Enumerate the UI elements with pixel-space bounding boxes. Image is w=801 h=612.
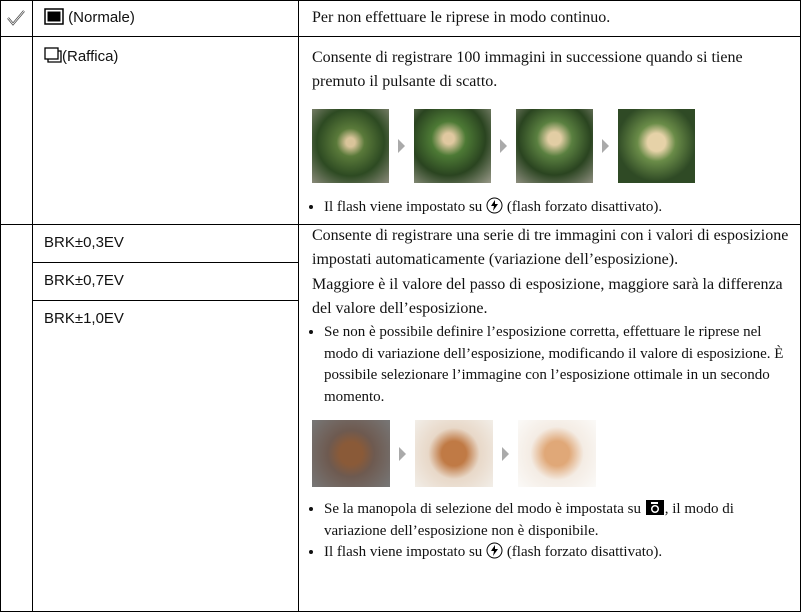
arrow [602, 139, 609, 153]
rule [0, 0, 1, 612]
rule [0, 224, 801, 225]
option: (Raffica) [44, 47, 118, 65]
flash-off-icon [486, 542, 503, 559]
text: (flash forzato disattivato). [506, 544, 663, 560]
photo [414, 109, 491, 183]
cell: Consente di registrare una serie di tre … [312, 224, 790, 564]
description: Maggiore è il valore del passo di esposi… [312, 276, 783, 317]
notes: Se non è possibile definire l’esposizion… [312, 322, 790, 408]
rule [32, 0, 33, 612]
arrow [398, 139, 405, 153]
option: BRK±0,7EV [44, 272, 124, 289]
text: Se la manopola di selezione del modo è i… [324, 501, 642, 517]
photo-strip [312, 109, 790, 183]
photo [415, 420, 493, 487]
photo [312, 420, 390, 487]
rule [32, 262, 298, 263]
notes: Se la manopola di selezione del modo è i… [312, 499, 790, 564]
flash-off-icon [486, 197, 503, 214]
camera-icon [645, 500, 664, 515]
note: Il flash viene impostato su (flash forza… [324, 197, 790, 219]
photo [518, 420, 596, 487]
photo [618, 109, 695, 183]
burst-icon [44, 47, 62, 63]
arrow [399, 446, 406, 461]
option: BRK±0,3EV [44, 234, 124, 251]
photo [312, 109, 389, 183]
text: (flash forzato disattivato). [506, 199, 663, 215]
normal-icon [44, 8, 64, 25]
label: (Normale) [68, 9, 135, 26]
text: , il modo di variazione dell’esposizione… [324, 501, 734, 539]
option: BRK±1,0EV [44, 310, 124, 327]
rule [0, 36, 801, 37]
arrow [502, 446, 509, 461]
note: Se non è possibile definire l’esposizion… [324, 322, 790, 408]
photo-strip [312, 420, 790, 487]
text: Il flash viene impostato su [324, 544, 483, 560]
note: Il flash viene impostato su (flash forza… [324, 542, 790, 564]
description: Per non effettuare le riprese in modo co… [312, 9, 611, 26]
text: Il flash viene impostato su [324, 199, 483, 215]
arrow [500, 139, 507, 153]
rule [32, 300, 298, 301]
rule [298, 0, 299, 612]
cell: Consente di registrare 100 immagini in s… [312, 46, 790, 219]
note: Se la manopola di selezione del modo è i… [324, 499, 790, 542]
description: Consente di registrare 100 immagini in s… [312, 49, 743, 90]
option: (Normale) [44, 8, 135, 26]
description: Consente di registrare una serie di tre … [312, 227, 789, 268]
photo [516, 109, 593, 183]
notes: Il flash viene impostato su (flash forza… [312, 197, 790, 219]
rule [0, 0, 801, 1]
label: (Raffica) [62, 48, 119, 65]
check-icon [7, 10, 25, 26]
